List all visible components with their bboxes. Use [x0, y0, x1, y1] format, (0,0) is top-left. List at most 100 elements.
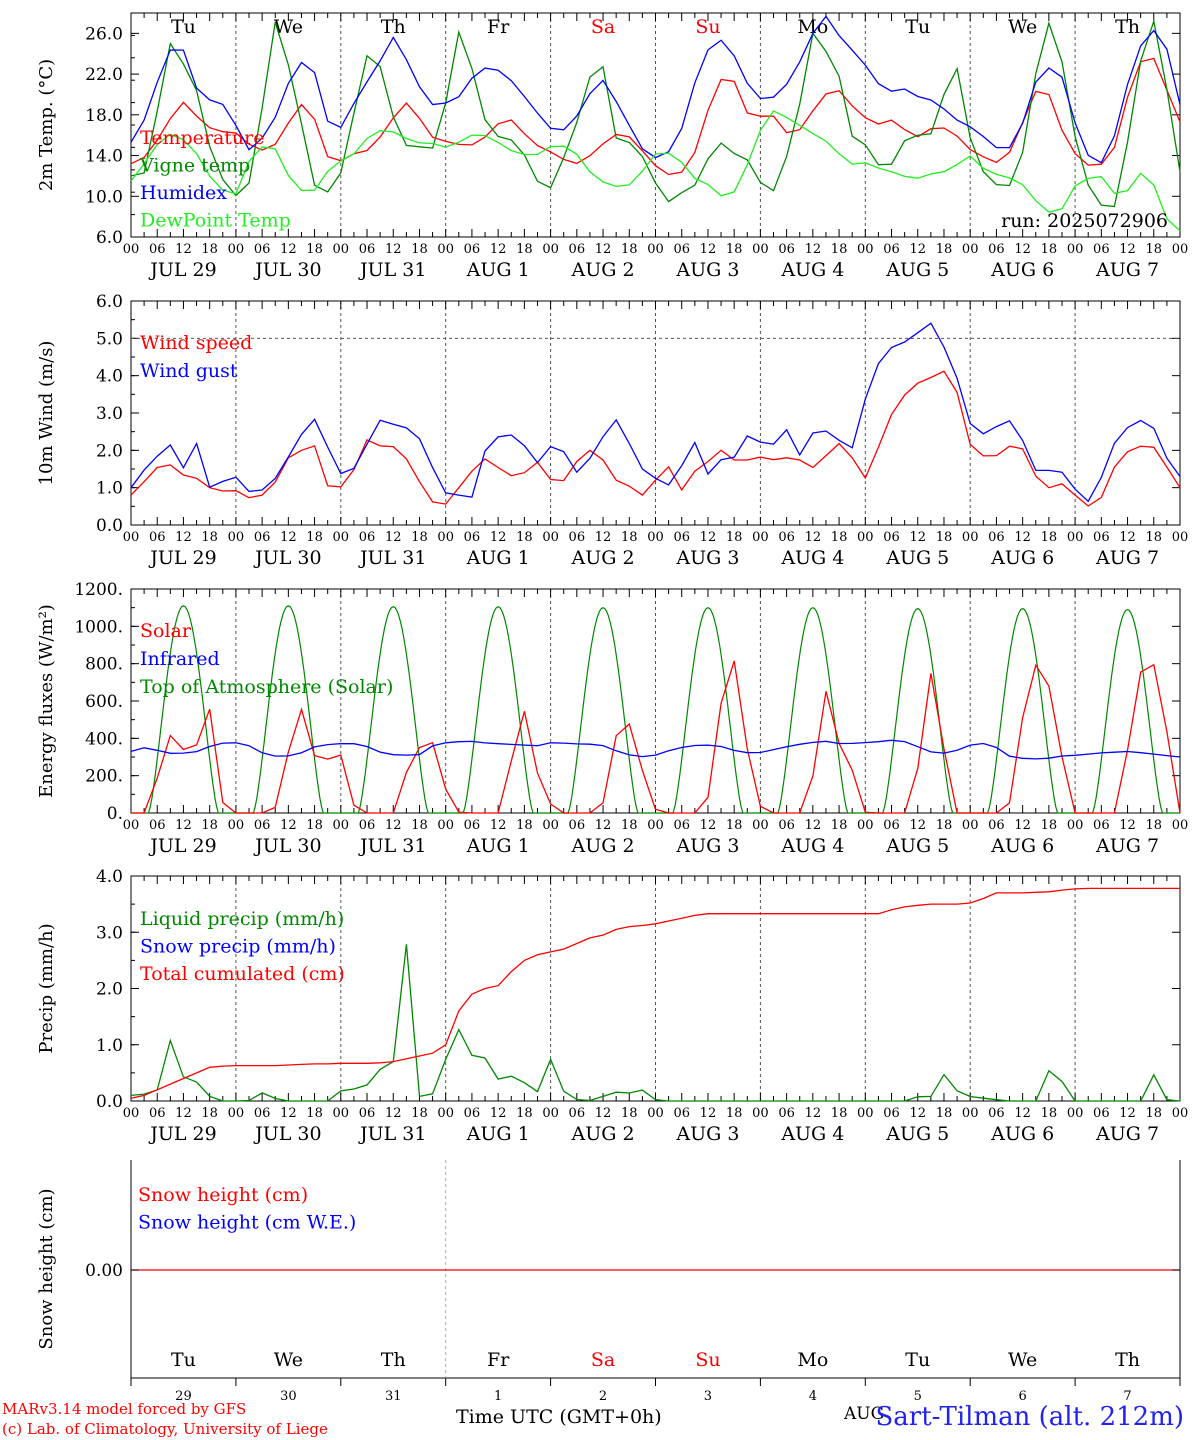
date-label: AUG 7 [1095, 1123, 1159, 1145]
y-tick-label: 1200. [74, 580, 123, 600]
day-number: 4 [809, 1389, 817, 1404]
hour-tick-label: 12 [909, 242, 926, 257]
legend-entry: Snow height (cm W.E.) [138, 1212, 356, 1234]
hour-tick-label: 12 [1014, 242, 1031, 257]
hour-tick-label: 00 [228, 530, 245, 545]
hour-tick-label: 18 [1041, 530, 1058, 545]
hour-tick-label: 00 [333, 530, 350, 545]
legend-entry: Snow precip (mm/h) [140, 936, 336, 958]
weekday-label: Mo [797, 1349, 828, 1371]
weekday-label: We [274, 1349, 303, 1371]
series-temperature [130, 57, 1181, 176]
series-dewpoint-temp [130, 110, 1181, 232]
hour-tick-label: 12 [805, 242, 822, 257]
hour-tick-label: 00 [123, 530, 140, 545]
hour-tick-label: 06 [149, 1106, 166, 1121]
hour-tick-label: 18 [1146, 1106, 1163, 1121]
hour-tick-label: 06 [464, 1106, 481, 1121]
day-number: 31 [385, 1389, 402, 1404]
hour-tick-label: 18 [201, 1106, 218, 1121]
weekday-label: Fr [487, 16, 510, 38]
x-axis-title: Time UTC (GMT+0h) [456, 1406, 662, 1428]
hour-tick-label: 18 [726, 1106, 743, 1121]
weekday-label: We [274, 16, 303, 38]
hour-tick-label: 12 [805, 530, 822, 545]
y-tick-label: 1000. [74, 617, 123, 637]
weekday-label: Th [1115, 16, 1140, 38]
hour-tick-label: 12 [175, 1106, 192, 1121]
hour-tick-label: 00 [437, 530, 454, 545]
hour-tick-label: 00 [1067, 1106, 1084, 1121]
hour-tick-label: 18 [831, 1106, 848, 1121]
date-label: JUL 31 [358, 547, 426, 569]
lab-credit: (c) Lab. of Climatology, University of L… [2, 1420, 328, 1438]
hour-tick-label: 06 [464, 242, 481, 257]
legend-entry: Vigne temp [139, 155, 250, 177]
hour-tick-label: 06 [988, 818, 1005, 833]
hour-tick-label: 18 [621, 530, 638, 545]
hour-tick-label: 18 [201, 818, 218, 833]
series-humidex [130, 15, 1181, 164]
hour-tick-label: 06 [988, 1106, 1005, 1121]
hour-tick-label: 18 [516, 818, 533, 833]
hour-tick-label: 06 [1093, 818, 1110, 833]
date-label: AUG 1 [466, 259, 530, 281]
date-label: JUL 30 [253, 547, 321, 569]
hour-tick-label: 00 [962, 242, 979, 257]
hour-tick-label: 18 [1146, 530, 1163, 545]
hour-tick-label: 06 [359, 1106, 376, 1121]
series-solar [131, 660, 1181, 814]
hour-tick-label: 12 [1119, 818, 1136, 833]
day-number: 6 [1019, 1389, 1027, 1404]
hour-tick-label: 00 [647, 530, 664, 545]
date-label: JUL 30 [253, 835, 321, 857]
hour-tick-label: 00 [228, 1106, 245, 1121]
weekday-label: Th [381, 16, 406, 38]
hour-tick-label: 12 [1119, 1106, 1136, 1121]
hour-tick-label: 18 [201, 242, 218, 257]
hour-tick-label: 00 [752, 818, 769, 833]
date-label: AUG 2 [571, 1123, 635, 1145]
hour-tick-label: 18 [936, 242, 953, 257]
day-number: 7 [1123, 1389, 1131, 1404]
hour-tick-label: 18 [831, 818, 848, 833]
hour-tick-label: 06 [254, 1106, 271, 1121]
panel-3: 00 06 12 18 00 06 12 18 00 06 12 18 00 06 12 18 00 06 12 18… [36, 580, 1188, 857]
hour-tick-label: 00 [857, 1106, 874, 1121]
y-tick-label: 3.0 [96, 923, 123, 943]
hour-tick-label: 06 [149, 242, 166, 257]
hour-tick-label: 00 [1067, 818, 1084, 833]
hour-tick-label: 12 [385, 1106, 402, 1121]
weekday-label: Su [695, 16, 720, 38]
hour-tick-label: 18 [1146, 242, 1163, 257]
date-label: AUG 4 [780, 1123, 844, 1145]
day-number: 5 [914, 1389, 922, 1404]
hour-tick-label: 00 [542, 242, 559, 257]
hour-tick-label: 12 [1119, 530, 1136, 545]
hour-tick-label: 12 [175, 242, 192, 257]
hour-tick-label: 18 [831, 242, 848, 257]
hour-tick-label: 06 [883, 530, 900, 545]
panel-2: 00 06 12 18 00 06 12 18 00 06 12 18 00 06 12 18 00 06 12 18… [36, 292, 1188, 569]
hour-tick-label: 18 [726, 818, 743, 833]
hour-tick-label: 00 [123, 1106, 140, 1121]
day-number: 2 [599, 1389, 607, 1404]
hour-tick-label: 00 [962, 818, 979, 833]
hour-tick-label: 06 [673, 242, 690, 257]
panel-5: 0.00 Snow height (cm) Snow height (cm) Snow… [36, 1160, 1181, 1404]
hour-tick-label: 12 [385, 818, 402, 833]
y-tick-label: 14.0 [85, 147, 123, 167]
hour-tick-label: 00 [542, 1106, 559, 1121]
y-tick-label: 6.0 [96, 292, 123, 312]
hour-tick-label: 06 [254, 818, 271, 833]
hour-tick-label: 06 [1093, 530, 1110, 545]
hour-tick-label: 12 [1014, 818, 1031, 833]
date-label: AUG 6 [990, 1123, 1054, 1145]
legend-entry: Liquid precip (mm/h) [140, 908, 344, 930]
model-credit: MARv3.14 model forced by GFS [2, 1400, 247, 1418]
legend-entry: Solar [140, 620, 192, 642]
y-tick-label: 4.0 [96, 367, 123, 387]
y-tick-label: 3.0 [96, 404, 123, 424]
hour-tick-label: 12 [909, 1106, 926, 1121]
hour-tick-label: 06 [569, 242, 586, 257]
